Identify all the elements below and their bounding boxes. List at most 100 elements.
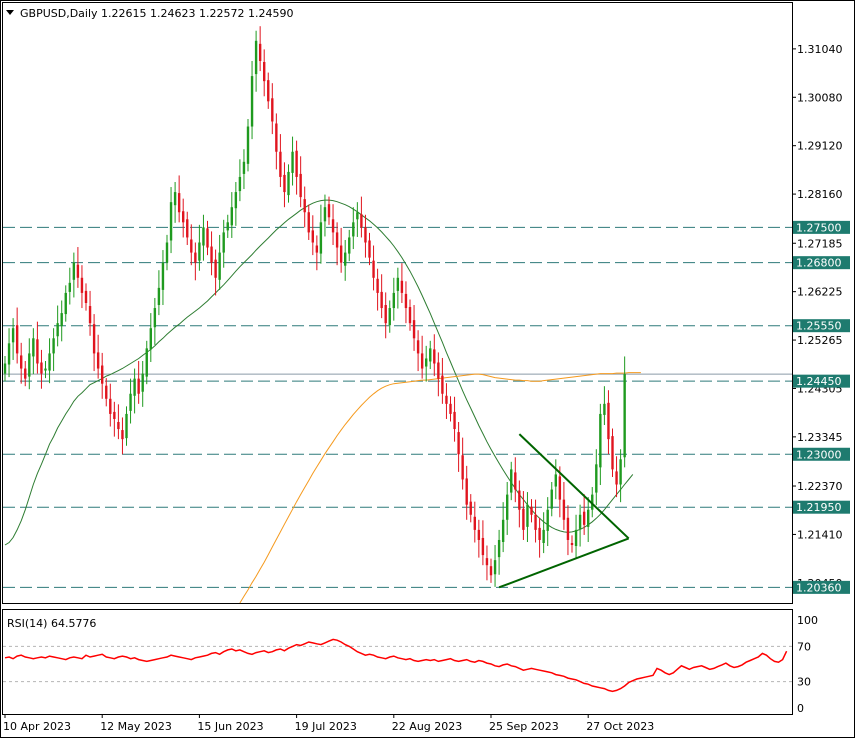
candle-bear: [271, 98, 274, 122]
candle-bull: [550, 489, 553, 509]
date-tick-label: 22 Aug 2023: [392, 720, 462, 733]
candle-bull: [623, 374, 626, 458]
candle-bear: [315, 245, 319, 253]
candle-bear: [24, 368, 27, 379]
main-plot-frame: [2, 2, 793, 604]
candle-bull: [218, 252, 221, 280]
candle-bull: [250, 76, 254, 127]
candle-bear: [404, 293, 408, 309]
candle-bear: [566, 517, 570, 540]
candle-bull: [169, 202, 173, 241]
candle-bear: [384, 305, 387, 324]
trendlines: [498, 433, 630, 589]
candle-bear: [461, 455, 464, 480]
candle-bull: [319, 222, 323, 254]
candle-bull: [246, 126, 250, 164]
candle-bear: [400, 280, 404, 293]
horizontal-levels: [3, 226, 792, 588]
candle-bull: [157, 287, 161, 306]
candle-bull: [254, 40, 258, 75]
candle-bull: [352, 222, 355, 237]
candle-bull: [348, 237, 351, 254]
date-tick-label: 12 May 2023: [100, 720, 172, 733]
candle-bull: [526, 504, 529, 527]
candle-bear: [562, 499, 566, 520]
price-tick-label: 1.23345: [797, 431, 843, 444]
candle-bear: [570, 543, 574, 546]
candle-bull: [425, 358, 428, 367]
level-badge-label: 1.27500: [796, 221, 842, 234]
candle-bear: [307, 212, 310, 233]
candle-bear: [182, 211, 185, 223]
candle-bull: [64, 292, 67, 315]
candle-bear: [275, 123, 278, 152]
price-tick-label: 1.27185: [797, 237, 843, 250]
candle-bear: [360, 214, 363, 228]
candle-bull: [595, 464, 598, 493]
triangle-trendline: [518, 433, 630, 540]
candle-bull: [396, 277, 400, 291]
date-axis: 10 Apr 2023 12 May 2023 15 Jun 2023 19 Jul …: [3, 714, 654, 733]
level-badge-label: 1.26800: [796, 257, 842, 270]
candle-bull: [242, 161, 246, 174]
candle-bear: [412, 320, 416, 339]
candle-bear: [339, 245, 343, 263]
candle-bull: [234, 192, 238, 209]
triangle-trendline: [498, 537, 630, 589]
candle-bull: [323, 207, 327, 222]
candle-bear: [380, 291, 383, 309]
candle-bear: [582, 511, 586, 525]
candle-bull: [11, 328, 15, 343]
candle-bear: [453, 411, 456, 430]
candle-bull: [56, 323, 59, 337]
candle-bear: [303, 199, 306, 213]
candle-bull: [291, 151, 294, 173]
date-tick-label: 19 Jul 2023: [295, 720, 357, 733]
candles: [3, 26, 626, 587]
candle-bull: [429, 348, 432, 362]
candle-bull: [28, 353, 31, 377]
candle-bull: [226, 222, 229, 231]
candle-bull: [173, 192, 177, 206]
candle-bear: [190, 239, 193, 253]
candle-bear: [279, 151, 282, 177]
candle-bear: [258, 43, 262, 61]
date-tick-label: 27 Oct 2023: [586, 720, 654, 733]
candle-bull: [60, 313, 63, 327]
candle-bear: [522, 508, 525, 530]
candle-bull: [3, 363, 7, 374]
symbol-label: GBPUSD,Daily: [20, 7, 98, 20]
candle-bull: [344, 252, 347, 266]
price-tick-label: 1.31040: [797, 43, 843, 56]
candle-bear: [437, 362, 440, 379]
level-badge-label: 1.20360: [796, 581, 842, 594]
price-tick-label: 1.28160: [797, 188, 843, 201]
candle-bear: [372, 260, 375, 278]
candle-bear: [534, 514, 537, 530]
candle-bear: [20, 355, 23, 369]
candle-bear: [420, 353, 424, 369]
level-badge-box: [793, 580, 850, 594]
price-tick-label: 1.21410: [797, 528, 843, 541]
price-tick-label: 1.26225: [797, 286, 843, 299]
rsi-tick-label: 70: [797, 640, 811, 653]
candle-bear: [92, 324, 96, 354]
candle-bull: [603, 403, 606, 415]
candle-bear: [137, 378, 140, 394]
dropdown-triangle-icon[interactable]: [6, 10, 14, 15]
level-badge-label: 1.24450: [796, 375, 842, 388]
candle-bull: [506, 494, 509, 520]
price-tick-label: 1.22370: [797, 480, 843, 493]
price-tick-label: 1.30080: [797, 91, 843, 104]
candle-bull: [129, 393, 132, 411]
candle-bear: [538, 527, 541, 540]
candle-bull: [153, 308, 157, 328]
candle-bear: [311, 230, 314, 243]
candle-bear: [327, 204, 331, 218]
candle-bull: [591, 494, 594, 510]
candle-bull: [230, 207, 233, 226]
candle-bear: [267, 80, 270, 102]
ma-slow-line: [239, 372, 641, 604]
candle-bear: [210, 246, 213, 263]
